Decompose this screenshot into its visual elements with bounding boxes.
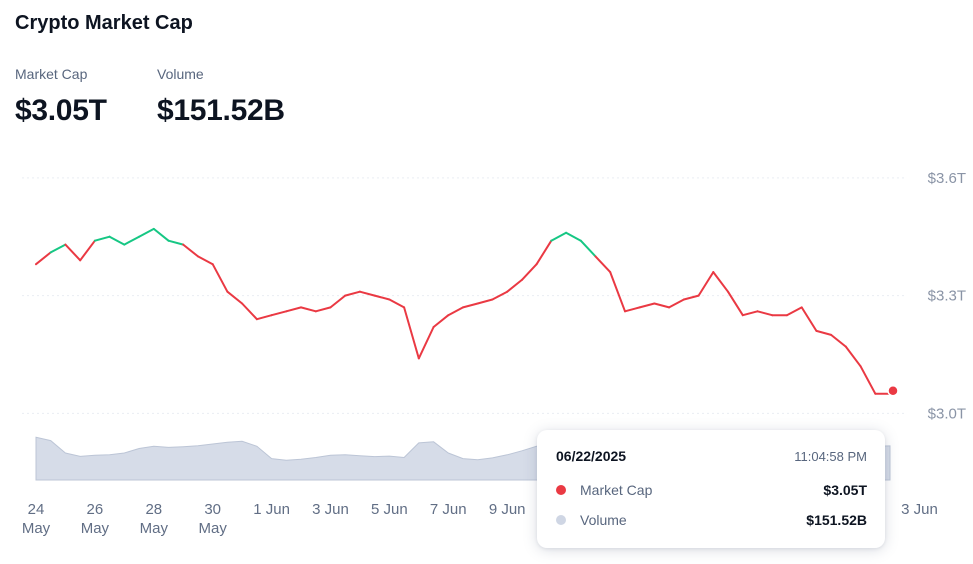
tooltip-market-cap-value: $3.05T bbox=[823, 482, 867, 498]
market-cap-segment bbox=[344, 290, 361, 297]
market-cap-segment bbox=[462, 302, 479, 309]
x-axis-ticks: 24 May 26 May 28 May 30 May 1 Jun 3 Jun 5 Jun 7 Jun… bbox=[22, 501, 938, 537]
x-tick-label: 3 Jun bbox=[901, 501, 938, 518]
market-cap-segment bbox=[653, 302, 671, 309]
market-cap-segment bbox=[314, 306, 332, 313]
market-cap-segment bbox=[476, 298, 494, 305]
grid-lines bbox=[22, 177, 905, 414]
volume-label: Volume bbox=[157, 66, 204, 82]
market-cap-segment bbox=[255, 314, 273, 321]
market-cap-segment bbox=[594, 255, 612, 274]
x-tick-label: 1 Jun bbox=[253, 501, 290, 518]
market-cap-stat: Market Cap $3.05T bbox=[15, 66, 107, 128]
x-tick-label: 24 May bbox=[22, 501, 51, 537]
market-cap-segment bbox=[785, 306, 803, 317]
market-cap-segment bbox=[403, 306, 420, 360]
market-cap-segment bbox=[417, 326, 435, 360]
x-tick-label: 5 Jun bbox=[371, 501, 408, 518]
x-tick-label: 7 Jun bbox=[430, 501, 467, 518]
market-cap-segment bbox=[756, 310, 774, 317]
x-tick-label: 9 Jun bbox=[489, 501, 526, 518]
market-cap-segment bbox=[506, 278, 523, 293]
market-cap-segment bbox=[64, 243, 82, 262]
tooltip-row-market-cap: Market Cap $3.05T bbox=[556, 482, 867, 498]
tooltip-header: 06/22/2025 11:04:58 PM bbox=[556, 448, 867, 464]
market-cap-segment bbox=[373, 294, 391, 301]
market-cap-segment bbox=[79, 239, 96, 262]
market-cap-segment bbox=[241, 302, 258, 321]
market-cap-segment bbox=[638, 302, 656, 309]
tooltip-volume-value: $151.52B bbox=[806, 512, 867, 528]
y-tick-label: $3.0T bbox=[928, 405, 966, 422]
market-cap-legend-dot bbox=[556, 485, 566, 495]
market-cap-segment bbox=[108, 235, 126, 246]
market-cap-segment bbox=[859, 365, 877, 395]
market-cap-segment bbox=[211, 263, 229, 293]
y-tick-label: $3.6T bbox=[928, 170, 966, 187]
tooltip-volume-label: Volume bbox=[580, 512, 627, 528]
tooltip-row-volume: Volume $151.52B bbox=[556, 512, 867, 528]
chart-title: Crypto Market Cap bbox=[15, 12, 193, 34]
market-cap-segment bbox=[138, 227, 155, 238]
x-tick-label: 26 May bbox=[81, 501, 110, 537]
market-cap-segment bbox=[226, 290, 244, 305]
tooltip-market-cap-label: Market Cap bbox=[580, 482, 653, 498]
market-cap-segment bbox=[565, 231, 582, 242]
market-cap-segment bbox=[197, 255, 214, 266]
market-cap-segment bbox=[270, 310, 288, 317]
volume-stat: Volume $151.52B bbox=[157, 66, 285, 128]
market-cap-segment bbox=[727, 290, 744, 317]
tooltip-time: 11:04:58 PM bbox=[794, 448, 867, 464]
market-cap-segment bbox=[609, 271, 626, 313]
market-cap-segment bbox=[491, 290, 509, 301]
market-cap-segment bbox=[535, 239, 553, 266]
market-cap-segment bbox=[35, 251, 52, 266]
market-cap-segment bbox=[182, 243, 199, 258]
hover-marker bbox=[887, 384, 899, 397]
market-cap-segment bbox=[167, 239, 185, 246]
market-cap-segment bbox=[358, 290, 376, 297]
hover-point bbox=[887, 384, 899, 397]
market-cap-segment bbox=[815, 329, 833, 336]
market-cap-segment bbox=[800, 306, 818, 332]
market-cap-segment bbox=[741, 310, 759, 317]
x-tick-label: 3 Jun bbox=[312, 501, 349, 518]
market-cap-segment bbox=[830, 333, 847, 348]
market-cap-segment bbox=[300, 306, 317, 313]
market-cap-segment bbox=[668, 298, 685, 309]
market-cap-segment bbox=[697, 271, 715, 297]
market-cap-segment bbox=[152, 227, 170, 242]
market-cap-line bbox=[35, 227, 891, 395]
market-cap-segment bbox=[624, 306, 641, 313]
x-tick-label: 28 May bbox=[140, 501, 169, 537]
market-cap-segment bbox=[93, 235, 111, 242]
tooltip-date: 06/22/2025 bbox=[556, 448, 627, 464]
volume-legend-dot bbox=[556, 515, 566, 525]
market-cap-segment bbox=[329, 294, 347, 309]
hover-tooltip: 06/22/2025 11:04:58 PM Market Cap $3.05T… bbox=[537, 430, 885, 548]
market-cap-segment bbox=[49, 243, 67, 254]
market-cap-segment bbox=[520, 263, 538, 281]
x-tick-label: 30 May bbox=[199, 501, 228, 537]
y-axis-ticks: $3.6T $3.3T $3.0T bbox=[928, 170, 966, 423]
y-tick-label: $3.3T bbox=[928, 288, 966, 305]
market-cap-segment bbox=[432, 314, 450, 328]
market-cap-segment bbox=[712, 271, 729, 293]
market-cap-segment bbox=[285, 306, 302, 313]
market-cap-value: $3.05T bbox=[15, 94, 107, 127]
volume-value: $151.52B bbox=[157, 94, 285, 127]
market-cap-segment bbox=[388, 298, 406, 309]
market-cap-segment bbox=[550, 231, 568, 242]
market-cap-segment bbox=[579, 239, 597, 258]
market-cap-segment bbox=[447, 306, 464, 317]
market-cap-label: Market Cap bbox=[15, 66, 88, 82]
market-cap-segment bbox=[844, 345, 862, 368]
market-cap-segment bbox=[123, 235, 141, 246]
market-cap-segment bbox=[682, 294, 700, 301]
